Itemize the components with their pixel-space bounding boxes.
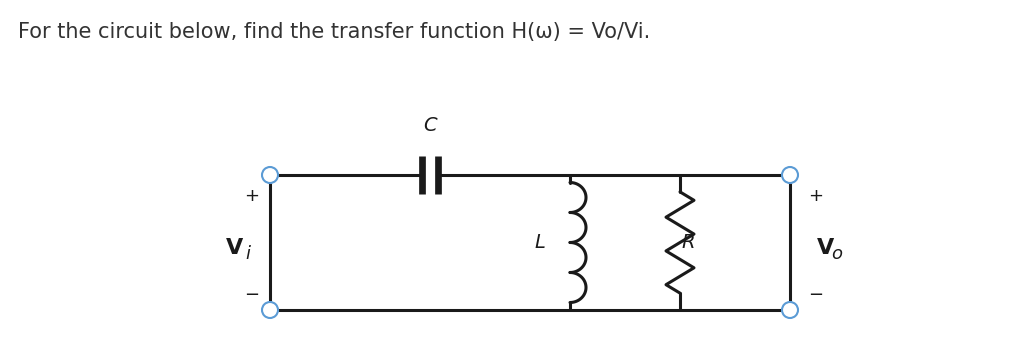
Circle shape — [262, 167, 278, 183]
Circle shape — [782, 302, 798, 318]
Text: +: + — [808, 187, 823, 205]
Text: For the circuit below, find the transfer function H(ω) = Vo/Vi.: For the circuit below, find the transfer… — [18, 22, 651, 42]
Text: +: + — [244, 187, 260, 205]
Circle shape — [782, 167, 798, 183]
Text: i: i — [245, 245, 250, 263]
Text: V: V — [226, 238, 243, 258]
Text: C: C — [423, 116, 437, 135]
Text: o: o — [831, 245, 842, 263]
Circle shape — [262, 302, 278, 318]
Text: L: L — [534, 232, 545, 252]
Text: R: R — [681, 232, 695, 252]
Text: V: V — [817, 238, 834, 258]
Text: −: − — [808, 286, 824, 304]
Text: −: − — [244, 286, 260, 304]
